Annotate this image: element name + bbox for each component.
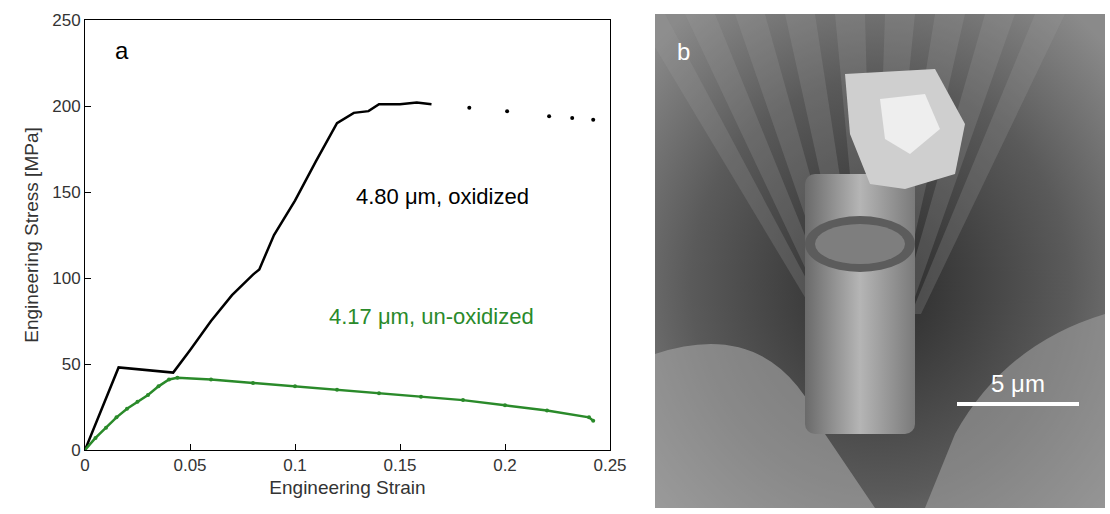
svg-text:Engineering Stress [MPa]: Engineering Stress [MPa] — [21, 127, 42, 342]
svg-text:4.80 μm, oxidized: 4.80 μm, oxidized — [356, 184, 529, 209]
svg-text:250: 250 — [52, 11, 80, 30]
svg-text:4.17 μm, un-oxidized: 4.17 μm, un-oxidized — [329, 304, 534, 329]
svg-text:0.05: 0.05 — [173, 456, 206, 475]
svg-text:0.25: 0.25 — [593, 456, 626, 475]
svg-text:0.15: 0.15 — [383, 456, 416, 475]
svg-text:0.1: 0.1 — [283, 456, 307, 475]
svg-text:b: b — [677, 38, 690, 65]
svg-text:200: 200 — [52, 97, 80, 116]
svg-text:150: 150 — [52, 183, 80, 202]
svg-text:50: 50 — [62, 355, 81, 374]
svg-text:0: 0 — [71, 441, 80, 460]
svg-text:100: 100 — [52, 269, 80, 288]
svg-text:5 μm: 5 μm — [991, 370, 1045, 397]
svg-text:Engineering Strain: Engineering Strain — [269, 477, 425, 498]
svg-text:0.2: 0.2 — [493, 456, 517, 475]
svg-text:0: 0 — [80, 456, 89, 475]
svg-text:a: a — [115, 37, 129, 64]
